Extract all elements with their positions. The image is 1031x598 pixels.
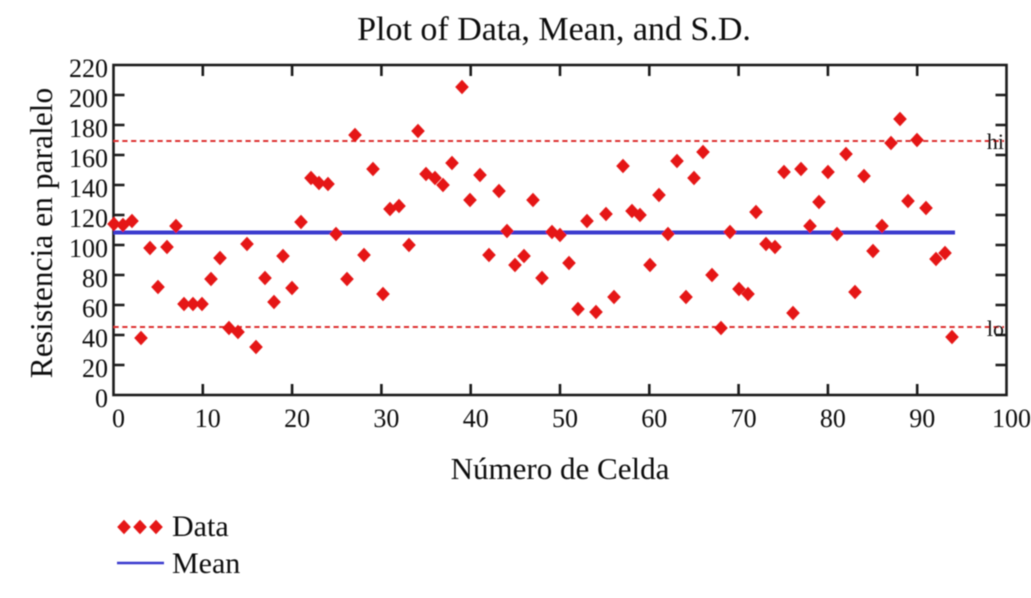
svg-text:20: 20 xyxy=(284,404,310,433)
svg-text:Data: Data xyxy=(172,510,229,543)
svg-text:80: 80 xyxy=(820,404,846,433)
svg-text:60: 60 xyxy=(82,294,108,323)
svg-text:60: 60 xyxy=(641,404,667,433)
svg-text:100: 100 xyxy=(992,404,1031,433)
svg-text:30: 30 xyxy=(373,404,399,433)
svg-text:80: 80 xyxy=(82,264,108,293)
svg-text:Mean: Mean xyxy=(172,547,240,580)
svg-text:20: 20 xyxy=(82,354,108,383)
svg-text:Número de Celda: Número de Celda xyxy=(451,451,670,486)
svg-text:hi: hi xyxy=(987,129,1004,154)
svg-text:200: 200 xyxy=(69,84,108,113)
svg-text:70: 70 xyxy=(731,404,757,433)
svg-text:50: 50 xyxy=(552,404,578,433)
svg-text:160: 160 xyxy=(69,144,108,173)
svg-text:180: 180 xyxy=(69,114,108,143)
svg-text:Plot of Data, Mean, and S.D.: Plot of Data, Mean, and S.D. xyxy=(357,11,751,48)
svg-text:40: 40 xyxy=(463,404,489,433)
svg-text:40: 40 xyxy=(82,324,108,353)
svg-text:90: 90 xyxy=(909,404,935,433)
svg-text:0: 0 xyxy=(112,404,125,433)
svg-text:10: 10 xyxy=(195,404,221,433)
svg-text:140: 140 xyxy=(69,174,108,203)
svg-text:120: 120 xyxy=(69,204,108,233)
svg-text:Resistencia en paralelo: Resistencia en paralelo xyxy=(24,88,59,378)
svg-text:0: 0 xyxy=(95,384,108,413)
svg-text:lo: lo xyxy=(987,316,1004,341)
svg-text:220: 220 xyxy=(69,54,108,83)
svg-text:100: 100 xyxy=(69,234,108,263)
